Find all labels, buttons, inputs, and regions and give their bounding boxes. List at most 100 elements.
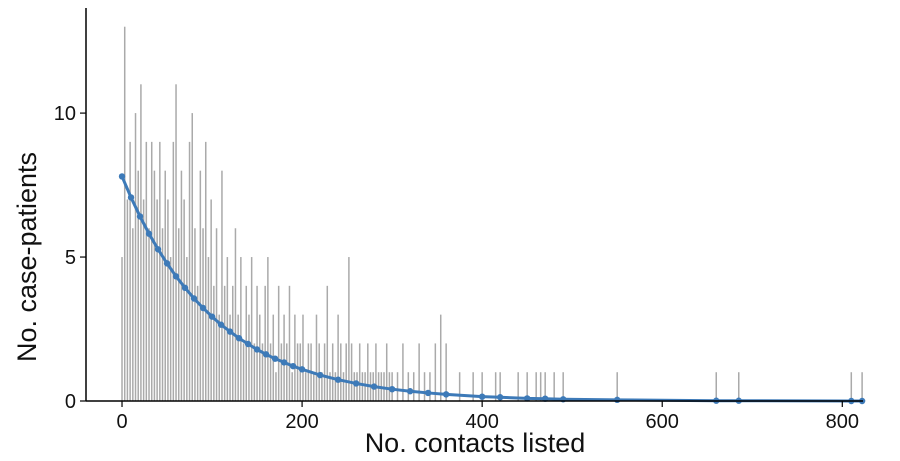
- bar: [145, 141, 148, 401]
- fit-point: [190, 295, 198, 302]
- bar: [229, 314, 231, 401]
- fit-point: [217, 321, 225, 328]
- bar: [738, 372, 740, 401]
- bar: [353, 372, 356, 401]
- bar: [132, 228, 134, 401]
- bar: [242, 343, 245, 401]
- fit-point: [614, 396, 621, 404]
- bar: [375, 343, 377, 401]
- fit-point: [145, 230, 153, 237]
- bar: [134, 113, 137, 401]
- bar: [288, 285, 291, 401]
- bar: [439, 314, 442, 401]
- bar: [291, 372, 293, 401]
- fit-point: [163, 260, 171, 267]
- bar: [553, 372, 555, 401]
- bar: [348, 257, 350, 401]
- fit-point: [289, 362, 297, 370]
- fit-point: [199, 304, 207, 312]
- bar: [562, 372, 564, 401]
- bar: [423, 372, 426, 401]
- bar: [313, 372, 315, 401]
- bar: [345, 343, 347, 401]
- bar: [367, 343, 369, 401]
- fit-point: [262, 351, 270, 358]
- bar: [164, 170, 166, 401]
- bar: [321, 372, 323, 401]
- bar: [142, 199, 145, 401]
- bar: [535, 372, 537, 401]
- bar: [526, 372, 528, 401]
- bar: [494, 372, 497, 401]
- bar: [186, 257, 188, 401]
- bar: [304, 372, 307, 401]
- fit-point: [235, 335, 243, 342]
- bar: [280, 343, 283, 401]
- fit-point: [226, 328, 234, 335]
- x-tick-label: 200: [285, 411, 318, 433]
- bar: [213, 285, 215, 401]
- bar: [388, 372, 391, 401]
- fit-point: [406, 388, 414, 395]
- bar: [850, 372, 853, 401]
- bar: [221, 170, 223, 401]
- bar: [616, 372, 618, 401]
- fit-point: [352, 380, 360, 387]
- bar: [188, 141, 191, 401]
- fit-point: [370, 383, 378, 390]
- x-tick-label: 400: [465, 411, 498, 433]
- fit-point: [334, 376, 342, 383]
- bar: [315, 314, 318, 401]
- bar: [150, 141, 153, 401]
- bar: [267, 257, 269, 401]
- bar: [253, 343, 256, 401]
- bar: [286, 343, 288, 401]
- fit-point: [523, 395, 531, 402]
- bar: [199, 170, 202, 401]
- fit-point: [316, 371, 324, 379]
- bar: [299, 343, 302, 401]
- bar: [331, 343, 334, 401]
- bar: [277, 285, 280, 401]
- bar: [861, 372, 863, 401]
- bar: [123, 26, 126, 401]
- bar: [715, 372, 717, 401]
- bar: [458, 372, 461, 401]
- bar: [407, 372, 410, 401]
- fit-point: [172, 273, 180, 280]
- fit-point: [244, 340, 252, 348]
- bar: [269, 343, 272, 401]
- bar: [361, 372, 364, 401]
- bar: [159, 141, 161, 401]
- bar: [499, 372, 501, 401]
- fit-point: [208, 313, 216, 320]
- bar: [259, 314, 261, 401]
- bar: [364, 372, 366, 401]
- bar: [248, 314, 250, 401]
- bar: [169, 257, 172, 401]
- fit-point: [253, 346, 261, 353]
- bar: [418, 343, 420, 401]
- bar: [210, 199, 212, 401]
- bar: [412, 372, 415, 401]
- bar: [256, 285, 258, 401]
- bar: [385, 343, 388, 401]
- bar: [472, 372, 474, 401]
- bar: [429, 372, 431, 401]
- bar: [240, 257, 242, 401]
- x-tick-label: 0: [116, 411, 127, 433]
- bar: [177, 228, 180, 401]
- bar: [396, 372, 399, 401]
- bar: [194, 228, 196, 401]
- bar: [358, 343, 361, 401]
- x-tick-label: 800: [826, 411, 859, 433]
- bar: [161, 228, 164, 401]
- fit-point: [127, 194, 135, 201]
- bar: [156, 199, 158, 401]
- bar: [137, 170, 139, 401]
- bar: [232, 285, 234, 401]
- bar: [126, 199, 129, 401]
- bar: [337, 314, 339, 401]
- bar: [153, 170, 156, 401]
